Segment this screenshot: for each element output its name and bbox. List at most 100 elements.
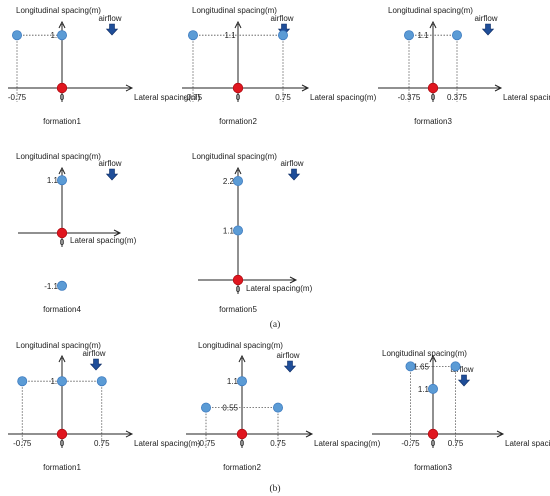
leader-uav-dot	[427, 82, 439, 94]
airflow-arrow-icon	[89, 358, 103, 371]
x-tick-label: -0.75	[197, 439, 216, 448]
x-axis-arrowhead	[496, 430, 505, 438]
y-axis-arrowhead	[238, 354, 246, 363]
y-tick-label: 1.1	[227, 377, 239, 386]
x-tick-label: 0	[431, 439, 436, 448]
airflow-arrow-icon	[105, 23, 119, 36]
leader-uav-dot	[56, 82, 68, 94]
formation-caption: formation2	[219, 117, 257, 126]
y-axis-label: Longitudinal spacing(m)	[382, 349, 467, 358]
follower-uav-dot	[451, 30, 462, 41]
leader-uav-dot	[236, 428, 248, 440]
x-tick-label: 0	[236, 93, 241, 102]
formation-panel-8: Longitudinal spacing(m) Lateral spacing(m…	[372, 349, 550, 472]
y-axis-label: Longitudinal spacing(m)	[388, 6, 473, 15]
formation-caption: formation5	[219, 305, 257, 314]
x-tick-label: 0.75	[275, 93, 291, 102]
spacing-label: 1.1	[417, 31, 429, 40]
airflow-arrow-icon	[105, 168, 119, 181]
formation-caption: formation3	[414, 117, 452, 126]
airflow-arrow-icon	[481, 23, 495, 36]
formation-panel-6: Longitudinal spacing(m) Lateral spacing(m…	[8, 341, 201, 472]
follower-uav-dot	[236, 376, 247, 387]
x-axis-arrowhead	[494, 84, 503, 92]
x-tick-label: -0.75	[8, 93, 27, 102]
spacing-label: 1.1	[224, 31, 236, 40]
formation-caption: formation2	[223, 463, 261, 472]
x-axis-label: Lateral spacing(m)	[134, 439, 201, 448]
x-axis-arrowhead	[125, 430, 134, 438]
formation-caption: formation3	[414, 463, 452, 472]
y-axis-label: Longitudinal spacing(m)	[192, 6, 277, 15]
leader-uav-dot	[232, 274, 244, 286]
y-tick-label: 1.1	[418, 385, 430, 394]
x-axis-arrowhead	[301, 84, 310, 92]
follower-uav-dot	[200, 402, 211, 413]
y-axis-label: Longitudinal spacing(m)	[16, 6, 101, 15]
follower-uav-dot	[232, 175, 243, 186]
follower-uav-dot	[57, 30, 68, 41]
caption-b: (b)	[269, 483, 280, 494]
x-tick-label: 0.75	[94, 439, 110, 448]
y-tick-label: 2.2	[223, 177, 235, 186]
follower-uav-dot	[96, 376, 107, 387]
x-tick-label: -0.75	[13, 439, 32, 448]
airflow-arrow-icon	[283, 360, 297, 373]
follower-uav-dot	[272, 402, 283, 413]
x-axis-arrowhead	[305, 430, 314, 438]
follower-uav-dot	[405, 361, 416, 372]
x-axis-label: Lateral spacing(m)	[246, 284, 313, 293]
leader-uav-dot	[56, 428, 68, 440]
follower-uav-dot	[277, 30, 288, 41]
formation-panel-5: Longitudinal spacing(m) Lateral spacing(m…	[192, 152, 313, 314]
x-tick-label: 0.375	[447, 93, 468, 102]
airflow-arrow-icon	[287, 168, 301, 181]
spacing-label: 1.1	[50, 377, 62, 386]
y-axis-arrowhead	[58, 166, 66, 175]
follower-uav-dot	[403, 30, 414, 41]
airflow-label: airflow	[474, 14, 497, 23]
spacing-label: 1.1	[50, 31, 62, 40]
airflow-label: airflow	[450, 365, 473, 374]
airflow-arrow-icon	[457, 374, 471, 387]
leader-uav-dot	[56, 227, 68, 239]
formation-panel-1: Longitudinal spacing(m) Lateral spacing(m…	[8, 6, 201, 126]
x-axis-label: Lateral spacing(m)	[505, 439, 550, 448]
x-axis-label: Lateral spacing(m)	[70, 236, 137, 245]
x-tick-label: 0	[60, 93, 65, 102]
follower-uav-dot	[450, 361, 461, 372]
y-axis-arrowhead	[58, 354, 66, 363]
x-tick-label: 0.75	[448, 439, 464, 448]
follower-uav-dot	[427, 383, 438, 394]
follower-uav-dot	[57, 280, 68, 291]
x-tick-label: 0	[60, 238, 65, 247]
y-axis-label: Longitudinal spacing(m)	[16, 152, 101, 161]
leader-uav-dot	[232, 82, 244, 94]
spacing-label: 1.65	[413, 362, 429, 371]
formation-caption: formation4	[43, 305, 81, 314]
x-axis-arrowhead	[125, 84, 134, 92]
airflow-label: airflow	[270, 14, 293, 23]
y-tick-label: 1.1	[47, 176, 59, 185]
y-axis-arrowhead	[429, 354, 437, 363]
x-axis-label: Lateral spacing(m)	[503, 93, 550, 102]
airflow-label: airflow	[280, 159, 303, 168]
x-tick-label: 0	[60, 439, 65, 448]
follower-uav-dot	[57, 376, 68, 387]
x-tick-label: 0.75	[270, 439, 286, 448]
airflow-label: airflow	[82, 349, 105, 358]
airflow-label: airflow	[98, 14, 121, 23]
follower-uav-dot	[17, 376, 28, 387]
caption-a: (a)	[270, 319, 281, 330]
follower-uav-dot	[11, 30, 22, 41]
y-axis-arrowhead	[234, 20, 242, 29]
formation-panel-2: Longitudinal spacing(m) Lateral spacing(m…	[182, 6, 377, 126]
follower-uav-dot	[232, 225, 243, 236]
formation-caption: formation1	[43, 117, 81, 126]
spacing-label: 0.55	[222, 404, 238, 413]
y-axis-arrowhead	[429, 20, 437, 29]
x-axis-arrowhead	[289, 276, 298, 284]
x-tick-label: 0	[240, 439, 245, 448]
x-axis-label: Lateral spacing(m)	[314, 439, 381, 448]
